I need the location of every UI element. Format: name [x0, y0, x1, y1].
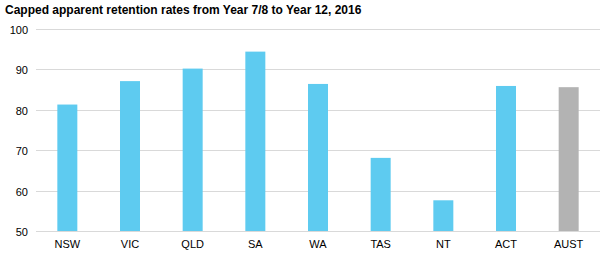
- y-tick-label: 90: [16, 64, 28, 76]
- bars: [57, 52, 578, 231]
- grid: [36, 30, 600, 232]
- bar: [57, 105, 77, 231]
- x-tick-label: AUST: [554, 238, 584, 250]
- y-tick-label: 50: [16, 226, 28, 238]
- bar: [433, 200, 453, 231]
- chart-container: Capped apparent retention rates from Yea…: [0, 0, 604, 265]
- bar: [308, 84, 328, 231]
- grid-line: [36, 69, 600, 70]
- bar: [371, 158, 391, 231]
- x-tick-label: NSW: [54, 238, 80, 250]
- title: Capped apparent retention rates from Yea…: [5, 3, 362, 17]
- x-tick-label: WA: [309, 238, 327, 250]
- chart-svg: Capped apparent retention rates from Yea…: [0, 0, 604, 265]
- bar: [245, 52, 265, 231]
- x-tick-label: QLD: [181, 238, 204, 250]
- x-tick-label: ACT: [495, 238, 517, 250]
- bar: [559, 87, 579, 231]
- bar: [496, 86, 516, 231]
- x-tick-label: TAS: [370, 238, 391, 250]
- y-tick-label: 80: [16, 105, 28, 117]
- bar: [120, 81, 140, 231]
- x-tick-label: NT: [436, 238, 451, 250]
- y-tick-label: 70: [16, 145, 28, 157]
- x-tick-label: VIC: [121, 238, 139, 250]
- grid-line: [36, 29, 600, 30]
- y-tick-label: 100: [10, 24, 28, 36]
- y-tick-label: 60: [16, 186, 28, 198]
- bar: [183, 69, 203, 231]
- grid-line: [36, 231, 600, 232]
- x-tick-label: SA: [248, 238, 263, 250]
